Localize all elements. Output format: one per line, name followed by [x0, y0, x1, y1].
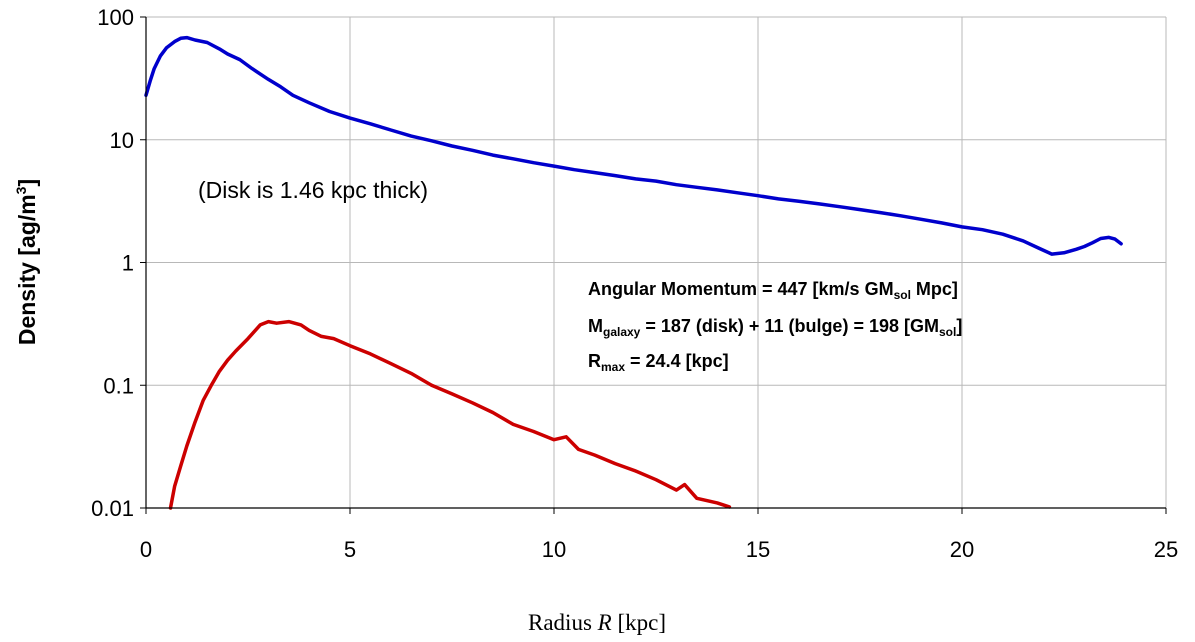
series-line-1 — [144, 35, 1123, 256]
galaxy-mass-annotation: Mgalaxy = 187 (disk) + 11 (bulge) = 198 … — [588, 316, 962, 339]
x-tick-label: 15 — [746, 537, 770, 562]
disk-thickness-note: (Disk is 1.46 kpc thick) — [198, 177, 428, 203]
angular-momentum-annotation: Angular Momentum = 447 [km/s GMsol Mpc] — [588, 279, 958, 302]
x-tick-label: 0 — [140, 537, 152, 562]
y-tick-label: 10 — [110, 128, 134, 153]
rmax-annotation: Rmax = 24.4 [kpc] — [588, 351, 729, 374]
x-tick-label: 20 — [950, 537, 974, 562]
y-axis-label: Density [ag/m3] — [13, 179, 40, 345]
series-lines — [144, 35, 1123, 510]
axes — [140, 16, 1167, 514]
x-tick-label: 25 — [1154, 537, 1178, 562]
y-tick-label: 0.01 — [91, 496, 134, 521]
x-tick-label: 5 — [344, 537, 356, 562]
series-line-2 — [168, 319, 732, 510]
x-tick-label: 10 — [542, 537, 566, 562]
x-axis-label: Radius R [kpc] — [528, 610, 666, 635]
y-tick-label: 100 — [97, 5, 134, 30]
y-tick-label: 0.1 — [103, 373, 134, 398]
grid-lines — [146, 16, 1167, 509]
y-tick-label: 1 — [122, 251, 134, 276]
tick-labels: 0 5 10 15 20 25 0.01 0.1 1 10 100 — [91, 5, 1178, 562]
